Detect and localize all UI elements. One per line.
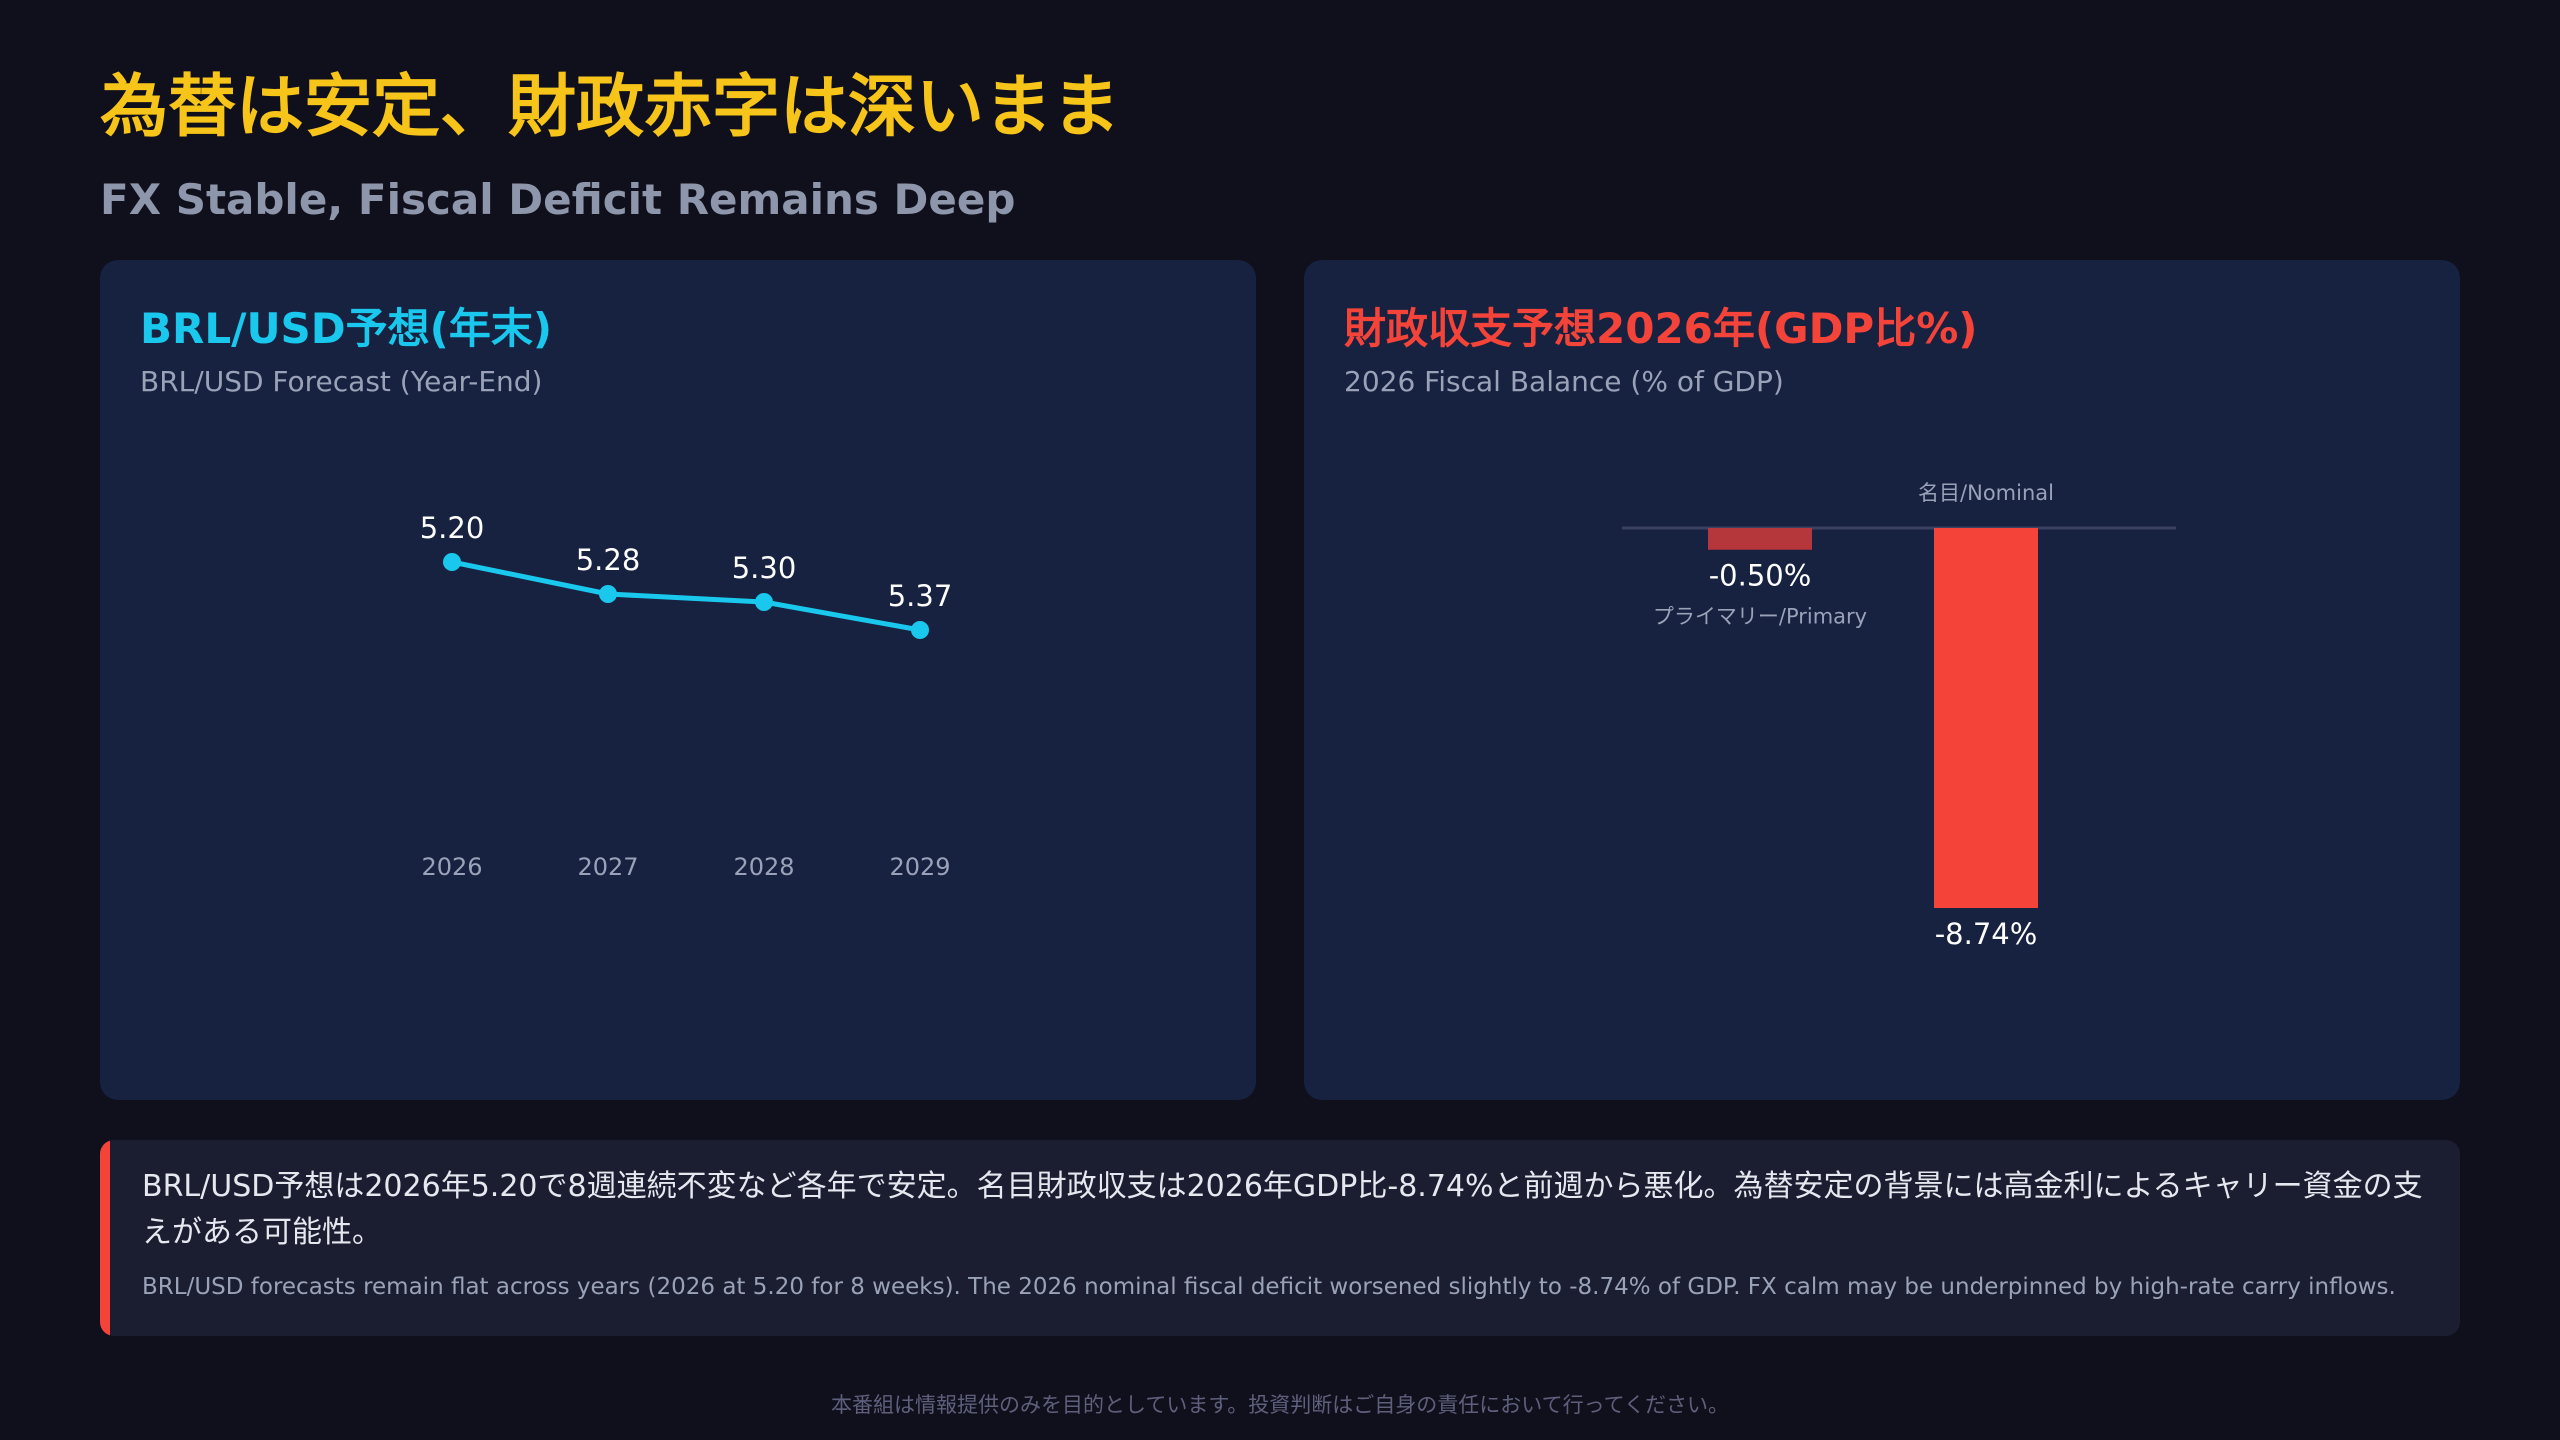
fx-series-line <box>449 559 923 633</box>
fx-value-label: 5.28 <box>576 543 641 577</box>
fiscal-balance-panel: 財政収支予想2026年(GDP比%) 2026 Fiscal Balance (… <box>1304 260 2460 1100</box>
fx-line-chart: 5.20 2026 5.28 2027 5.30 2028 5.37 2029 <box>420 511 953 881</box>
fiscal-panel-subtitle: 2026 Fiscal Balance (% of GDP) <box>1344 365 1784 398</box>
fx-panel-subtitle: BRL/USD Forecast (Year-End) <box>140 365 543 398</box>
fx-x-tick-label: 2029 <box>889 853 950 881</box>
page-subtitle: FX Stable, Fiscal Deficit Remains Deep <box>100 175 1016 224</box>
fx-x-tick-label: 2027 <box>577 853 638 881</box>
fx-value-label: 5.20 <box>420 511 485 545</box>
fiscal-value-label: -0.50% <box>1709 559 1812 593</box>
fiscal-panel-title: 財政収支予想2026年(GDP比%) <box>1344 304 1978 353</box>
page-title: 為替は安定、財政赤字は深いまま <box>100 68 1121 147</box>
fiscal-value-label: -8.74% <box>1935 917 2038 951</box>
fiscal-category-label-primary: プライマリー/Primary <box>1653 605 1867 629</box>
fx-point-2028 <box>755 593 773 611</box>
disclaimer-footer: 本番組は情報提供のみを目的としています。投資判断はご自身の責任において行ってくだ… <box>831 1393 1729 1417</box>
commentary-en: BRL/USD forecasts remain flat across yea… <box>142 1274 2396 1300</box>
fiscal-category-label-nominal: 名目/Nominal <box>1918 481 2054 505</box>
fx-x-tick-label: 2028 <box>733 853 794 881</box>
fiscal-bar-nominal <box>1934 528 2038 908</box>
fx-value-label: 5.37 <box>888 579 953 613</box>
fx-point-2027 <box>599 585 617 603</box>
commentary-box: BRL/USD予想は2026年5.20で8週連続不変など各年で安定。名目財政収支… <box>100 1140 2460 1336</box>
fiscal-bar-chart: -0.50% -8.74% プライマリー/Primary 名目/Nominal <box>1622 481 2176 951</box>
fx-x-tick-label: 2026 <box>421 853 482 881</box>
commentary-jp: BRL/USD予想は2026年5.20で8週連続不変など各年で安定。名目財政収支… <box>142 1169 2423 1250</box>
fx-panel-title: BRL/USD予想(年末) <box>140 304 553 353</box>
fx-point-2029 <box>911 621 929 639</box>
fiscal-bar-primary <box>1708 528 1812 550</box>
fx-forecast-panel: BRL/USD予想(年末) BRL/USD Forecast (Year-End… <box>100 260 1256 1100</box>
fx-value-label: 5.30 <box>732 551 797 585</box>
commentary-accent-bar <box>100 1140 110 1336</box>
fx-point-2026 <box>443 553 461 571</box>
